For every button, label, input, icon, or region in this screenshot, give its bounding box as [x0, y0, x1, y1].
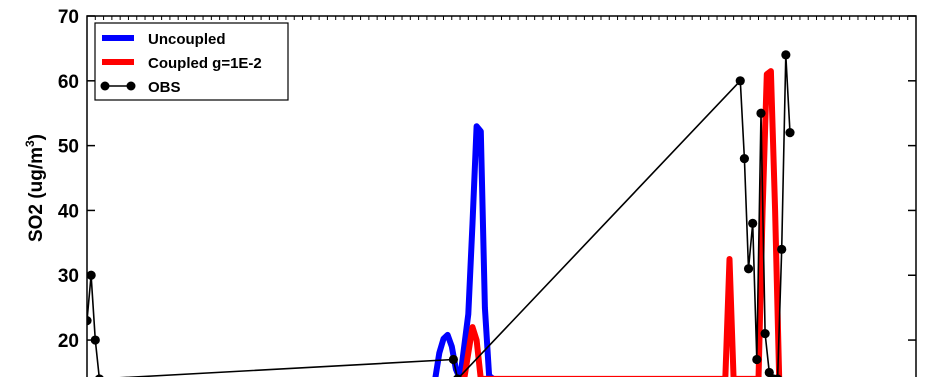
series-line-coupled-g-1e-2 [461, 68, 783, 377]
obs-point [773, 374, 782, 377]
y-axis-label: SO2 (ug/m3) [23, 134, 47, 242]
obs-point [785, 128, 795, 138]
y-tick-label: 70 [58, 7, 79, 28]
obs-point [453, 374, 462, 377]
legend-label-uncoupled: Uncoupled [148, 31, 226, 48]
top-minor-ticks [94, 16, 909, 20]
legend-label-coupled: Coupled g=1E-2 [148, 55, 262, 72]
obs-point [748, 218, 758, 228]
obs-point [735, 76, 745, 86]
obs-point [87, 270, 96, 280]
obs-point [95, 374, 104, 377]
y-tick-label: 50 [58, 137, 79, 158]
series-line-uncoupled [432, 123, 496, 377]
obs-point [90, 335, 100, 345]
y-axis-label-end: ) [26, 134, 47, 140]
obs-point [760, 328, 770, 339]
y-tick-label: 40 [58, 201, 79, 222]
y-axis-label-main: SO2 (ug/m [26, 147, 47, 242]
legend-swatch-obs-dot-left [100, 81, 110, 91]
obs-point [781, 50, 791, 60]
series-line-obs [87, 54, 791, 377]
y-tick-label: 30 [58, 266, 79, 287]
y-tick-label: 20 [58, 331, 79, 352]
obs-point [448, 354, 459, 365]
obs-point [752, 354, 762, 365]
y-tick-label: 60 [58, 72, 79, 93]
obs-point [777, 244, 787, 254]
legend-swatch-obs-dot-right [126, 81, 136, 91]
legend: Uncoupled Coupled g=1E-2 OBS [94, 22, 289, 101]
obs-point [739, 153, 749, 164]
obs-point [756, 108, 766, 118]
y-axis-label-superscript: 3 [23, 140, 37, 147]
legend-label-obs: OBS [148, 79, 181, 96]
series-layer [87, 50, 795, 377]
obs-point [764, 367, 774, 377]
obs-point [87, 316, 92, 326]
obs-point [743, 264, 754, 274]
